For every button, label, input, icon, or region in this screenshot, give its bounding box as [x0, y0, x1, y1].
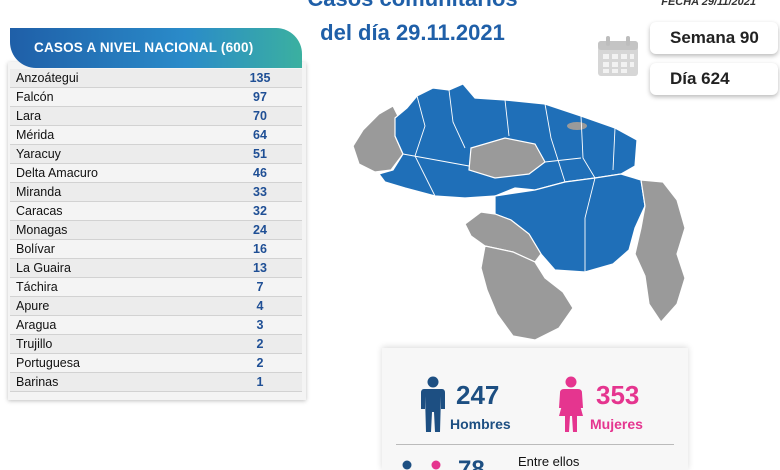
state-name: Delta Amacuro [16, 166, 98, 180]
table-row: Caracas 32 [10, 202, 302, 221]
table-row: Monagas 24 [10, 221, 302, 240]
table-row: Bolívar 16 [10, 240, 302, 259]
men-label: Hombres [450, 416, 511, 432]
case-count: 2 [256, 356, 264, 370]
table-row: Delta Amacuro 46 [10, 164, 302, 183]
table-row: Anzoátegui 135 [10, 69, 302, 88]
state-name: Portuguesa [16, 356, 80, 370]
men-count: 247 [456, 380, 500, 410]
table-row: Aragua 3 [10, 316, 302, 335]
map-island-north [436, 91, 446, 97]
cases-table: Anzoátegui 135 Falcón 97 Lara 70 Mérida 64 Yarac… [10, 69, 302, 392]
case-count: 51 [253, 147, 267, 161]
case-count: 2 [256, 337, 264, 351]
case-count: 33 [253, 185, 267, 199]
partial-count: 78 [458, 456, 485, 470]
state-name: Táchira [16, 280, 58, 294]
man-icon [421, 376, 445, 432]
table-row: Apure 4 [10, 297, 302, 316]
state-name: Falcón [16, 90, 54, 104]
case-count: 64 [253, 128, 267, 142]
table-row: Trujillo 2 [10, 335, 302, 354]
case-count: 16 [253, 242, 267, 256]
table-row: Falcón 97 [10, 88, 302, 107]
case-count: 46 [253, 166, 267, 180]
date-label: FECHA 29/11/2021 [661, 0, 756, 8]
case-count: 3 [256, 318, 264, 332]
state-name: Lara [16, 109, 42, 123]
table-row: Mérida 64 [10, 126, 302, 145]
state-name: La Guaira [16, 261, 71, 275]
state-name: Monagas [16, 223, 68, 237]
state-name: Yaracuy [16, 147, 61, 161]
woman-small-icon [431, 460, 441, 470]
state-name: Trujillo [16, 337, 53, 351]
map-region-east [634, 179, 686, 323]
map-island-margarita [567, 122, 587, 130]
woman-icon [559, 376, 583, 432]
case-count: 97 [253, 90, 267, 104]
case-count: 32 [253, 204, 267, 218]
table-row: Barinas 1 [10, 373, 302, 392]
state-name: Barinas [16, 375, 59, 389]
week-pill: Semana 90 [650, 22, 778, 54]
case-count: 7 [256, 280, 264, 294]
title-line-1: Casos comunitarios [270, 0, 555, 12]
man-small-icon [402, 460, 412, 470]
state-name: Apure [16, 299, 50, 313]
title-line-2: del día 29.11.2021 [320, 20, 505, 45]
day-pill: Día 624 [650, 63, 778, 95]
women-count: 353 [596, 380, 640, 410]
entre-ellos-label: Entre ellos [518, 454, 580, 469]
state-name: Caracas [16, 204, 63, 218]
case-count: 4 [256, 299, 264, 313]
state-name: Anzoátegui [16, 71, 79, 85]
table-header: CASOS A NIVEL NACIONAL (600) [10, 28, 302, 68]
map-region-amazonas [480, 245, 574, 341]
state-name: Bolívar [16, 242, 55, 256]
state-name: Miranda [16, 185, 62, 199]
table-row: Miranda 33 [10, 183, 302, 202]
state-name: Mérida [16, 128, 55, 142]
map-region-guarico [468, 137, 546, 179]
case-count: 24 [253, 223, 267, 237]
women-label: Mujeres [590, 416, 643, 432]
case-count: 135 [249, 71, 271, 85]
table-row: La Guaira 13 [10, 259, 302, 278]
gender-divider [396, 444, 674, 445]
calendar-icon [598, 36, 638, 76]
table-row: Lara 70 [10, 107, 302, 126]
state-name: Aragua [16, 318, 57, 332]
venezuela-map [352, 83, 686, 341]
table-row: Yaracuy 51 [10, 145, 302, 164]
table-row: Portuguesa 2 [10, 354, 302, 373]
case-count: 1 [256, 375, 264, 389]
table-row: Táchira 7 [10, 278, 302, 297]
map-region-zulia [352, 105, 404, 173]
case-count: 70 [253, 109, 267, 123]
case-count: 13 [253, 261, 267, 275]
